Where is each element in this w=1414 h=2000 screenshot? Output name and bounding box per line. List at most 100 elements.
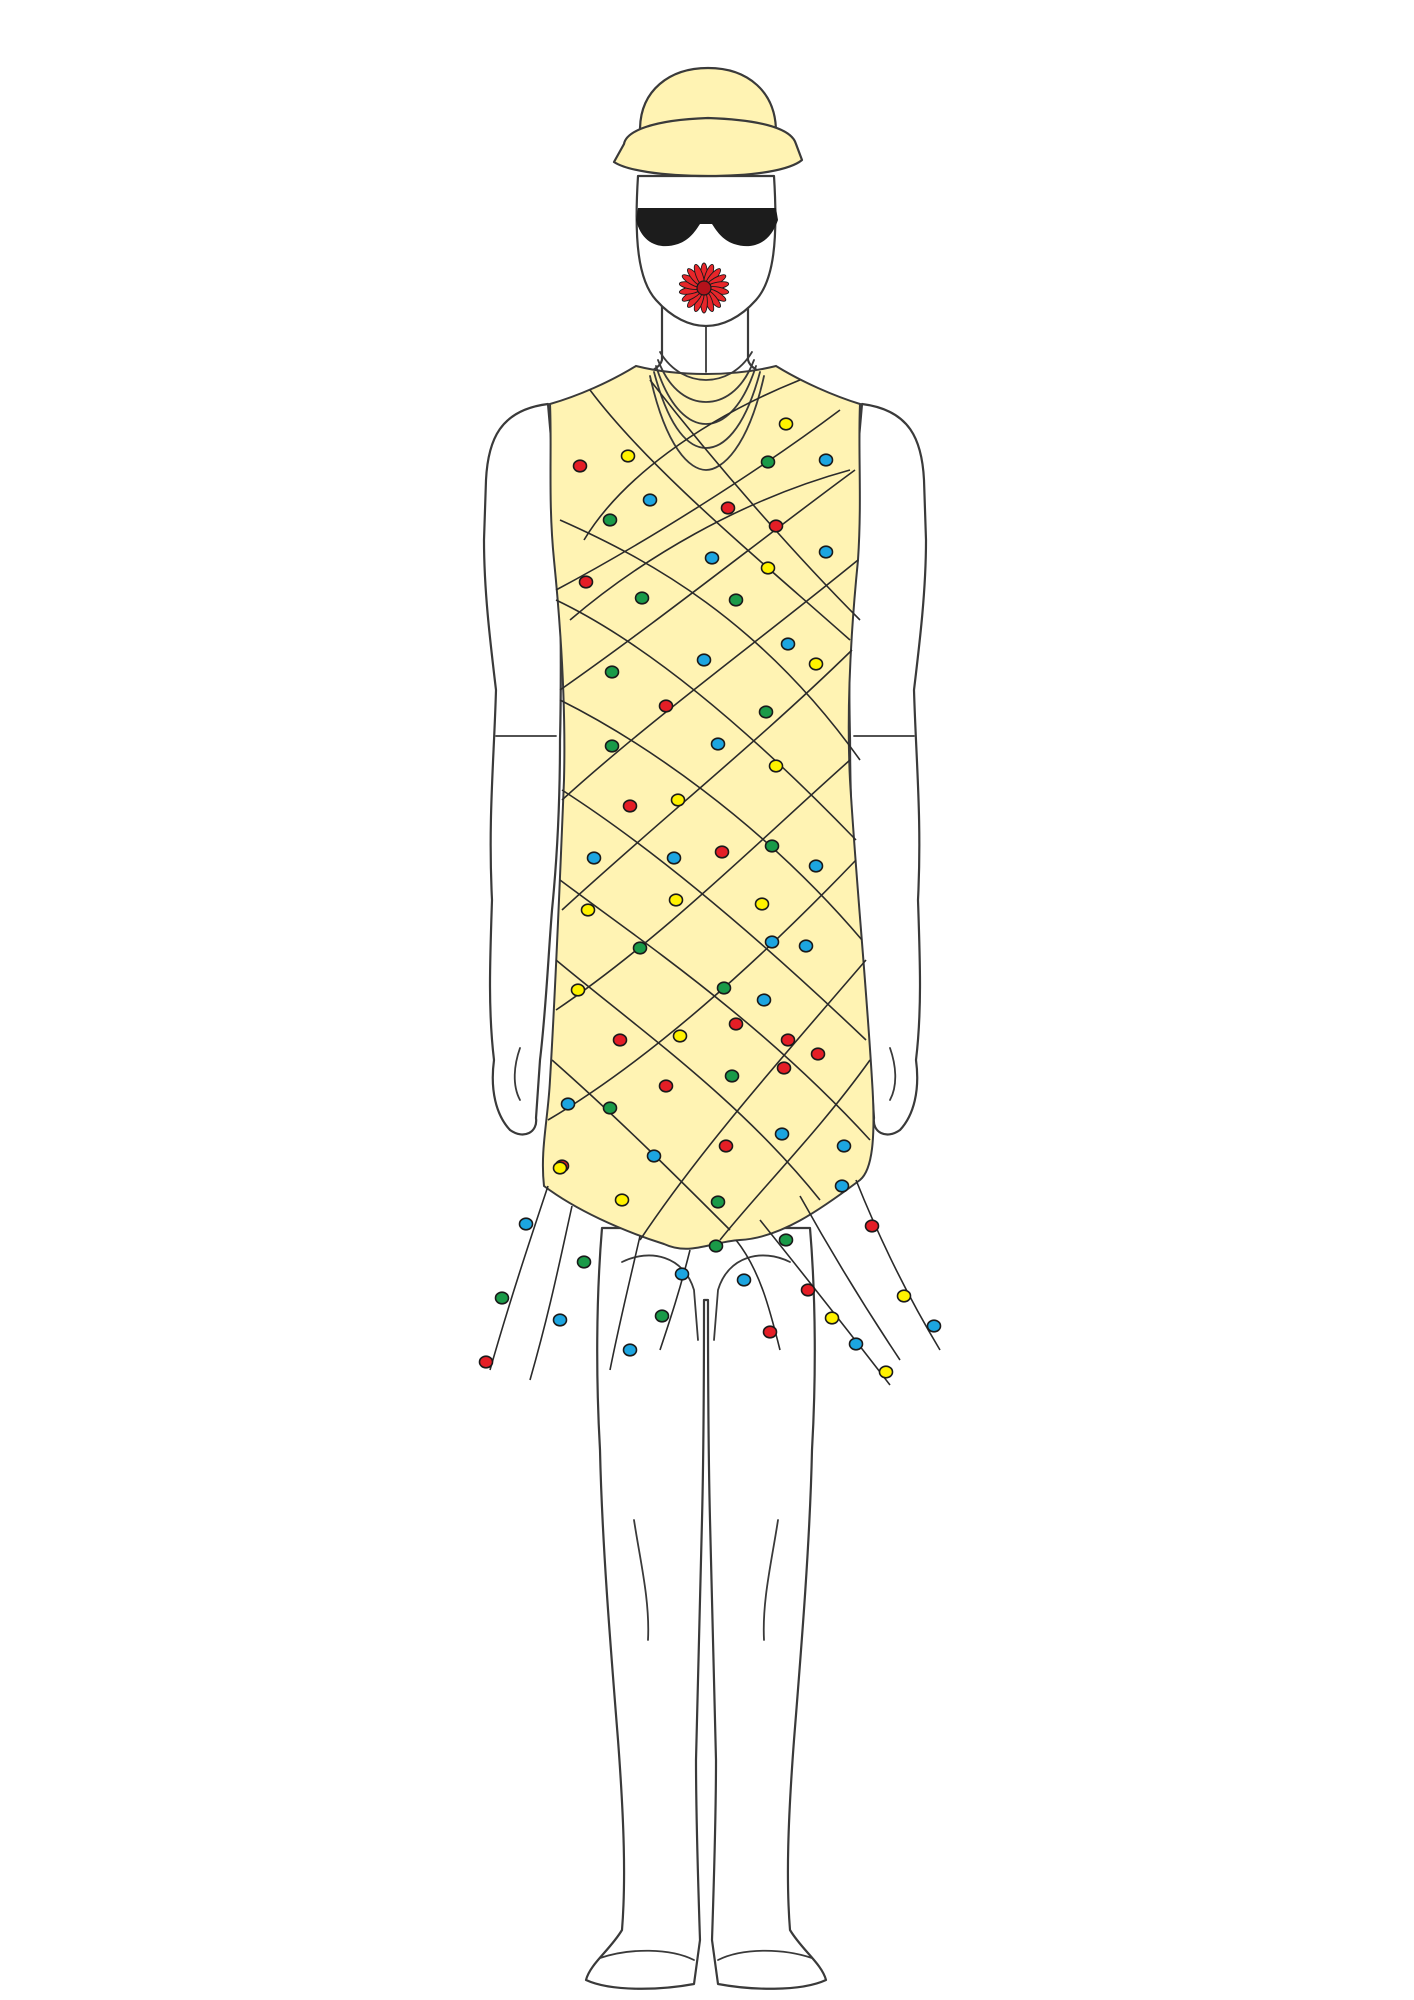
dress-body <box>541 364 875 1250</box>
crotch-line-left <box>621 1254 699 1341</box>
light-bulb-red <box>658 699 674 713</box>
light-bulb-green <box>494 1291 510 1305</box>
light-cord <box>855 1179 941 1351</box>
light-bulb-red <box>776 1061 792 1075</box>
light-bulb-blue <box>674 1267 690 1281</box>
dress <box>541 351 875 1250</box>
beanie-hat <box>612 66 804 178</box>
light-cord <box>559 699 863 941</box>
light-bulb-green <box>710 1195 726 1209</box>
light-bulb-blue <box>518 1217 534 1231</box>
light-bulb-blue <box>696 653 712 667</box>
light-cord <box>529 1205 573 1381</box>
light-bulb-blue <box>666 851 682 865</box>
sunglasses-frame <box>636 208 778 247</box>
light-cord <box>547 859 857 1121</box>
light-cord <box>561 559 859 801</box>
light-bulb-red <box>800 1283 816 1297</box>
light-bulb-red <box>728 1017 744 1031</box>
light-bulb-blue <box>704 551 720 565</box>
light-bulb-blue <box>780 637 796 651</box>
light-bulb-yellow <box>570 983 586 997</box>
light-bulb-red <box>864 1219 880 1233</box>
light-bulb-blue <box>642 493 658 507</box>
light-bulb-green <box>604 665 620 679</box>
light-bulb-red <box>622 799 638 813</box>
right-foot-line <box>717 1949 813 1961</box>
light-bulb-blue <box>764 935 780 949</box>
red-flower <box>678 262 730 314</box>
light-cord <box>649 379 861 621</box>
light-bulbs <box>478 417 942 1379</box>
light-cord <box>559 469 856 691</box>
light-bulb-yellow <box>768 759 784 773</box>
left-knee <box>633 1519 650 1641</box>
light-bulb-green <box>778 1233 794 1247</box>
light-bulb-green <box>632 941 648 955</box>
light-bulb-blue <box>622 1343 638 1357</box>
light-cord <box>799 1195 901 1361</box>
left-thumb <box>513 1047 521 1101</box>
light-bulb-green <box>764 839 780 853</box>
light-bulb-red <box>720 501 736 515</box>
light-bulb-green <box>602 1101 618 1115</box>
light-bulb-blue <box>818 545 834 559</box>
light-bulb-blue <box>736 1273 752 1287</box>
light-cord <box>609 1235 641 1371</box>
light-bulb-blue <box>586 851 602 865</box>
light-cord <box>583 379 801 541</box>
light-bulb-red <box>578 575 594 589</box>
light-cord <box>551 1059 731 1231</box>
light-bulb-blue <box>836 1139 852 1153</box>
light-bulb-blue <box>798 939 814 953</box>
light-cord <box>589 389 851 641</box>
light-bulb-yellow <box>672 1029 688 1043</box>
light-cord <box>489 1185 549 1371</box>
necklace-3 <box>655 365 757 425</box>
light-bulb-red <box>780 1033 796 1047</box>
light-bulb-blue <box>834 1179 850 1193</box>
light-cord <box>555 409 841 591</box>
light-bulb-red <box>810 1047 826 1061</box>
light-cord <box>561 649 853 911</box>
light-bulb-yellow <box>668 893 684 907</box>
light-bulb-yellow <box>620 449 636 463</box>
light-bulb-green <box>576 1255 592 1269</box>
light-bulb-yellow <box>778 417 794 431</box>
light-bulb-yellow <box>896 1289 912 1303</box>
light-cord <box>569 469 851 621</box>
necklace-5 <box>649 375 765 471</box>
light-bulb-green <box>758 705 774 719</box>
hat-cuff <box>612 116 804 178</box>
necklace-4 <box>653 371 761 449</box>
light-bulb-red <box>612 1033 628 1047</box>
light-bulb-blue <box>808 859 824 873</box>
necklace-1 <box>659 351 753 381</box>
light-bulb-blue <box>926 1319 942 1333</box>
light-bulb-red <box>658 1079 674 1093</box>
light-bulb-yellow <box>808 657 824 671</box>
hat-crown <box>638 66 778 134</box>
light-bulb-green <box>602 513 618 527</box>
light-bulb-blue <box>818 453 834 467</box>
light-cord <box>719 1059 871 1241</box>
right-knee <box>762 1519 779 1641</box>
light-bulb-green <box>604 739 620 753</box>
light-bulb-red <box>768 519 784 533</box>
light-bulb-red <box>718 1139 734 1153</box>
light-bulb-red <box>572 459 588 473</box>
light-bulb-green <box>708 1239 724 1253</box>
light-bulb-yellow <box>614 1193 630 1207</box>
flower-center <box>696 280 712 296</box>
light-bulb-red <box>714 845 730 859</box>
light-cord <box>759 1219 891 1386</box>
light-bulb-blue <box>848 1337 864 1351</box>
light-bulb-blue <box>646 1149 662 1163</box>
light-bulb-green <box>654 1309 670 1323</box>
sunglasses <box>636 208 778 247</box>
light-bulb-blue <box>710 737 726 751</box>
light-bulb-yellow <box>580 903 596 917</box>
legs <box>584 1226 828 1990</box>
light-bulb-red <box>478 1355 494 1369</box>
